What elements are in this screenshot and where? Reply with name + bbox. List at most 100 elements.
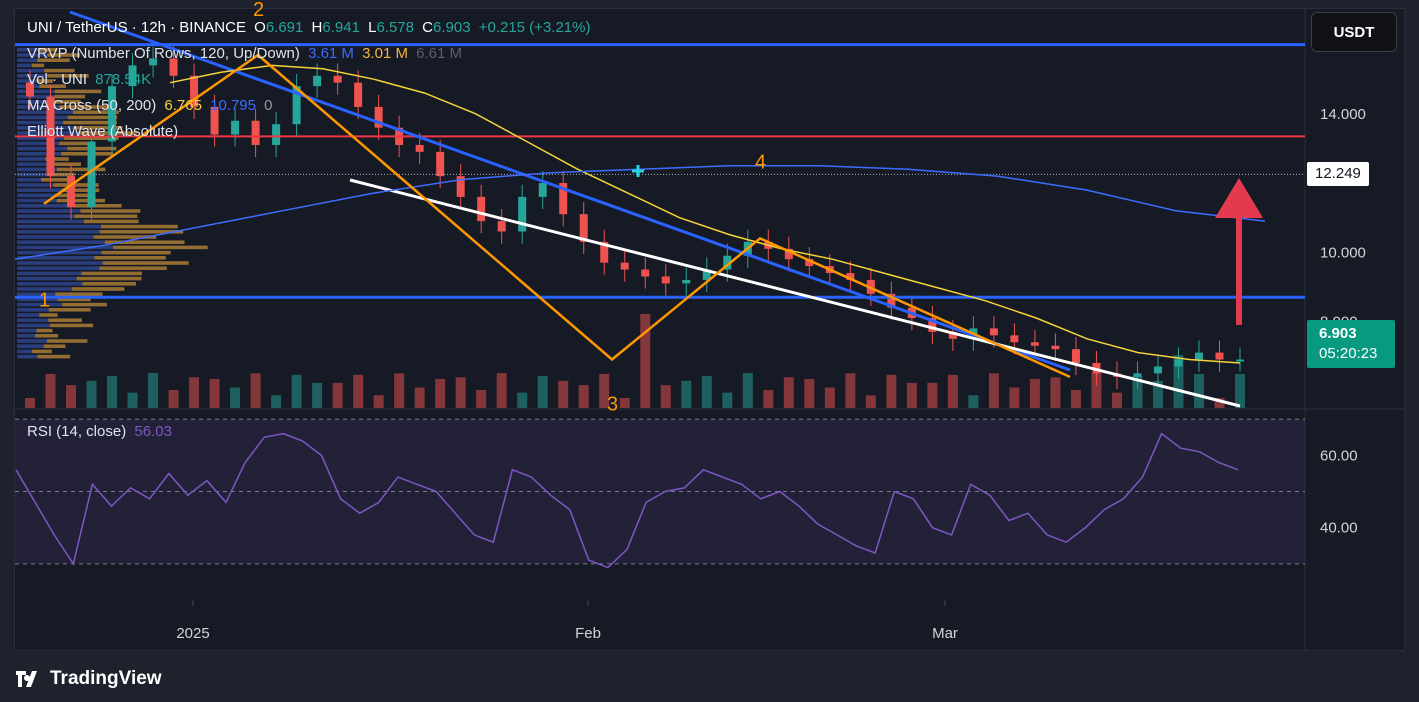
vrvp-row-down — [62, 302, 107, 307]
elliott-wave-path — [43, 53, 1071, 379]
vrvp-row-down — [47, 53, 81, 57]
vrvp-row-up — [17, 68, 45, 73]
volume-bar — [435, 378, 446, 408]
high-label: H — [311, 19, 323, 36]
vrvp-row-down — [48, 308, 91, 312]
vrvp-row-up — [17, 74, 48, 78]
vrvp-row-up — [17, 204, 75, 208]
volume-bar — [578, 385, 589, 408]
candle-body — [682, 279, 691, 284]
vrvp-row-up — [17, 271, 82, 276]
rsi-value: 56.03 — [134, 423, 172, 440]
volume-bar — [66, 385, 77, 408]
vrvp-row-up — [17, 48, 40, 52]
vol-label: Vol · UNI — [27, 71, 88, 88]
ma-extra-value: 0 — [264, 97, 273, 114]
vrvp-row-down — [83, 219, 139, 224]
elliott-label: Elliott Wave (Absolute) — [27, 123, 179, 140]
volume-legend[interactable]: Vol · UNI 878.54K — [27, 71, 155, 88]
low-label: L — [368, 19, 377, 36]
vrvp-row-up — [17, 188, 63, 192]
vrvp-row-down — [39, 48, 58, 52]
vrvp-row-down — [61, 152, 114, 156]
vrvp-row-down — [54, 94, 86, 99]
last-price-tag: 6.903 05:20:23 — [1307, 320, 1395, 368]
candle-body — [313, 75, 322, 87]
vrvp-row-down — [31, 349, 52, 354]
candle-body — [579, 214, 588, 242]
volume-bar — [476, 390, 487, 408]
candle-body — [784, 248, 793, 260]
vrvp-row-up — [17, 261, 103, 265]
candle-body — [333, 75, 342, 83]
vrvp-row-down — [94, 256, 166, 260]
candle-body — [1133, 373, 1142, 377]
rsi-tick-label: 40.00 — [1320, 520, 1358, 537]
drawings: 1 2 3 4 — [14, 0, 1305, 416]
volume-bar — [1111, 392, 1122, 408]
vrvp-legend[interactable]: VRVP (Number Of Rows, 120, Up/Down) 3.61… — [27, 45, 466, 62]
volume-bar — [1193, 373, 1204, 408]
candle-body — [87, 141, 96, 208]
tradingview-logo[interactable]: TradingView — [16, 668, 162, 690]
vrvp-row-up — [17, 209, 81, 213]
vrvp-row-up — [17, 110, 73, 114]
volume-bar — [86, 380, 97, 408]
time-label: Feb — [575, 625, 601, 642]
candle-body — [1051, 345, 1060, 350]
vrvp-row-up — [17, 167, 57, 172]
volume-bar — [271, 395, 282, 408]
vrvp-row-down — [37, 354, 71, 359]
volume-bar — [455, 377, 466, 408]
volume-bar — [619, 397, 630, 408]
vrvp-row-down — [81, 271, 142, 276]
candle-body — [272, 124, 281, 145]
rsi-line — [15, 432, 1239, 569]
vrvp-row-up — [17, 63, 32, 68]
ma-cross-label: MA Cross (50, 200) — [27, 97, 157, 114]
rsi-label: RSI (14, close) — [27, 423, 127, 440]
volume-bar — [148, 373, 159, 408]
close-label: C — [422, 19, 433, 36]
candle-body — [600, 241, 609, 263]
rsi-pane — [15, 418, 1305, 569]
volume-bar — [209, 378, 220, 408]
ma-fast-line — [169, 64, 1241, 364]
vrvp-row-up — [17, 141, 60, 146]
vrvp-row-down — [59, 141, 94, 146]
vrvp-row-down — [63, 120, 117, 125]
close-value: 6.903 — [433, 19, 471, 36]
time-label: 2025 — [176, 625, 209, 642]
volume-bar — [988, 373, 999, 408]
volume-bar — [189, 377, 200, 408]
elliott-legend[interactable]: Elliott Wave (Absolute) — [27, 123, 182, 140]
candle-body — [661, 276, 670, 284]
volume-bar — [824, 387, 835, 408]
candle-body — [641, 269, 650, 277]
vrvp-row-down — [48, 318, 82, 322]
volume-bar — [927, 382, 938, 408]
vrvp-row-down — [58, 105, 110, 109]
vrvp-row-down — [39, 313, 58, 317]
vrvp-row-down — [82, 282, 136, 286]
vrvp-row-up — [17, 198, 57, 203]
vrvp-row-down — [50, 323, 94, 328]
price-tick-label: 10.000 — [1320, 244, 1366, 261]
currency-button[interactable]: USDT — [1311, 12, 1397, 52]
candle-body — [251, 120, 260, 145]
vrvp-row-down — [101, 224, 178, 229]
vrvp-row-up — [17, 318, 49, 322]
rsi-legend[interactable]: RSI (14, close) 56.03 — [27, 423, 176, 440]
vrvp-row-down — [41, 178, 69, 182]
vrvp-row-up — [17, 266, 100, 270]
volume-bar — [783, 377, 794, 408]
candle-body — [559, 183, 568, 215]
vrvp-row-down — [74, 214, 138, 218]
volume-bars — [25, 313, 1245, 408]
volume-bar — [1235, 373, 1245, 408]
vrvp-row-up — [17, 136, 64, 140]
vrvp-row-down — [43, 344, 66, 348]
ma-cross-legend[interactable]: MA Cross (50, 200) 6.765 10.795 0 — [27, 97, 277, 114]
vrvp-row-up — [17, 287, 72, 291]
